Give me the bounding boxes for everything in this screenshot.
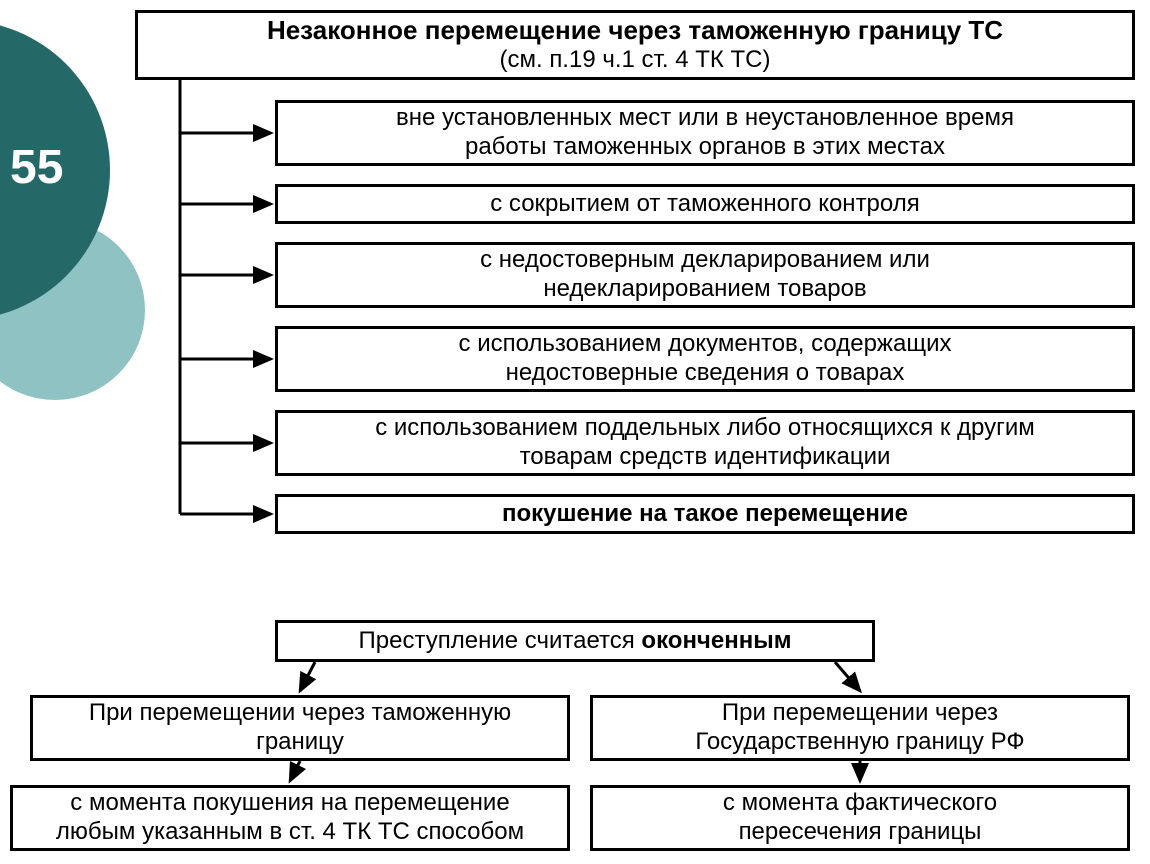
mid-prefix: Преступление считается — [359, 627, 642, 654]
item-line: недостоверные сведения о товарах — [506, 359, 905, 388]
item-line: работы таможенных органов в этих местах — [465, 133, 945, 162]
left-bot-box: с момента покушения на перемещениелюбым … — [10, 785, 570, 851]
mid-box: Преступление считается оконченным — [275, 620, 875, 662]
right-bot-box: с момента фактическогопересечения границ… — [590, 785, 1130, 851]
item-box-0: вне установленных мест или в неустановле… — [275, 100, 1135, 166]
item-box-3: с использованием документов, содержащихн… — [275, 326, 1135, 392]
item-box-4: с использованием поддельных либо относящ… — [275, 410, 1135, 476]
item-line: вне установленных мест или в неустановле… — [396, 104, 1014, 133]
item-line: с сокрытием от таможенного контроля — [490, 190, 919, 219]
item-box-2: с недостоверным декларированием илинедек… — [275, 242, 1135, 308]
box-line: с момента фактического — [723, 789, 997, 818]
box-line: любым указанным в ст. 4 ТК ТС способом — [56, 818, 524, 847]
header-title: Незаконное перемещение через таможенную … — [267, 15, 1003, 46]
header-box: Незаконное перемещение через таможенную … — [135, 10, 1135, 80]
item-line: с использованием документов, содержащих — [459, 330, 952, 359]
box-line: Государственную границу РФ — [695, 728, 1024, 757]
item-line: покушение на такое перемещение — [502, 500, 908, 529]
item-line: товарам средств идентификации — [520, 443, 891, 472]
item-line: с использованием поддельных либо относящ… — [375, 414, 1035, 443]
slide: 55 Незаконное перемещение через таможенн… — [0, 0, 1150, 864]
item-line: недекларированием товаров — [543, 275, 866, 304]
box-line: границу — [256, 728, 344, 757]
left-top-box: При перемещении через таможеннуюграницу — [30, 695, 570, 761]
box-line: с момента покушения на перемещение — [70, 789, 509, 818]
mid-bold: оконченным — [641, 627, 791, 654]
mid-text: Преступление считается оконченным — [359, 627, 792, 656]
page-number: 55 — [10, 140, 63, 195]
header-subtitle: (см. п.19 ч.1 ст. 4 ТК ТС) — [499, 46, 770, 75]
box-line: пересечения границы — [739, 818, 982, 847]
box-line: При перемещении через — [722, 699, 998, 728]
item-box-5: покушение на такое перемещение — [275, 494, 1135, 534]
item-line: с недостоверным декларированием или — [480, 246, 930, 275]
box-line: При перемещении через таможенную — [89, 699, 511, 728]
right-top-box: При перемещении черезГосударственную гра… — [590, 695, 1130, 761]
item-box-1: с сокрытием от таможенного контроля — [275, 184, 1135, 224]
